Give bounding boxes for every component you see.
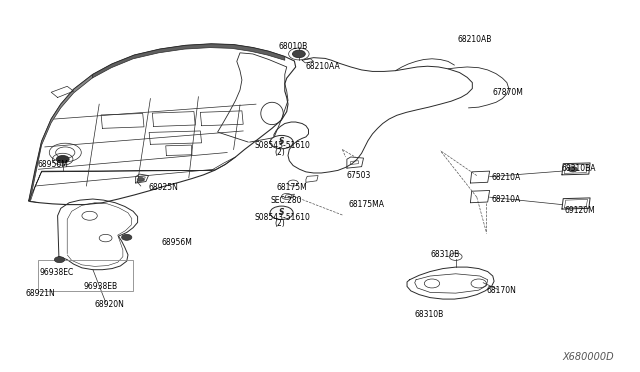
Text: 68170N: 68170N — [486, 286, 516, 295]
Text: 68310B: 68310B — [430, 250, 460, 259]
Text: S08543-51610: S08543-51610 — [255, 141, 310, 150]
Text: 69120M: 69120M — [564, 206, 595, 215]
Text: 68175M: 68175M — [276, 183, 307, 192]
Text: 67503: 67503 — [347, 171, 371, 180]
Text: 68921N: 68921N — [26, 289, 55, 298]
Text: 68956M: 68956M — [37, 160, 68, 169]
Text: 68310B: 68310B — [415, 310, 444, 319]
Text: 96938EC: 96938EC — [40, 268, 74, 277]
Text: 68210AA: 68210AA — [306, 62, 340, 71]
Polygon shape — [29, 74, 93, 201]
Circle shape — [270, 135, 293, 149]
Text: 68210A: 68210A — [492, 173, 521, 182]
Circle shape — [122, 234, 132, 240]
Circle shape — [54, 257, 65, 263]
Circle shape — [138, 177, 144, 181]
Text: 68956M: 68956M — [161, 238, 192, 247]
Circle shape — [568, 167, 577, 172]
Text: 67870M: 67870M — [493, 88, 524, 97]
Text: (2): (2) — [274, 148, 285, 157]
Circle shape — [292, 50, 305, 58]
Text: 68010B: 68010B — [278, 42, 308, 51]
Text: 68210AB: 68210AB — [458, 35, 492, 44]
Text: 68210A: 68210A — [492, 195, 521, 204]
Text: X680000D: X680000D — [563, 352, 614, 362]
Text: S: S — [279, 137, 284, 146]
Circle shape — [56, 155, 69, 163]
Text: 96938EB: 96938EB — [83, 282, 117, 291]
Text: 68310BA: 68310BA — [562, 164, 596, 173]
Circle shape — [270, 206, 293, 219]
Text: (2): (2) — [274, 219, 285, 228]
Text: SEC.280: SEC.280 — [270, 196, 301, 205]
Text: 68920N: 68920N — [95, 300, 125, 309]
Polygon shape — [92, 44, 285, 78]
Text: 68925N: 68925N — [148, 183, 179, 192]
Text: S08543-51610: S08543-51610 — [255, 213, 310, 222]
Text: 68175MA: 68175MA — [349, 200, 385, 209]
Text: S: S — [279, 208, 284, 217]
Bar — [38, 260, 133, 291]
